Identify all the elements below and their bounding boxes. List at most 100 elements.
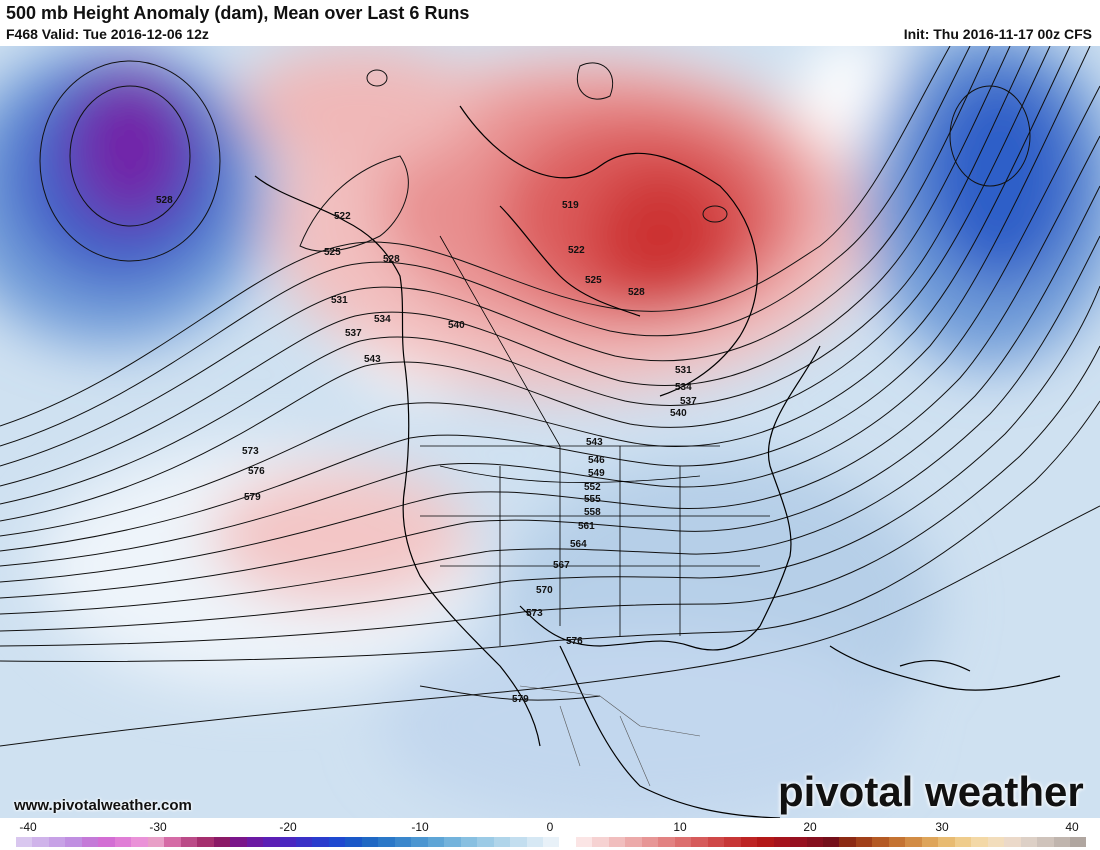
- contour-label: 522: [568, 245, 585, 256]
- contour-label: 564: [570, 539, 587, 550]
- contour-label: 573: [242, 446, 259, 457]
- contour-label: 561: [578, 521, 595, 532]
- colorbar-swatch: [905, 837, 922, 847]
- colorbar-swatch: [790, 837, 807, 847]
- contour-label: 531: [675, 365, 692, 376]
- colorbar-swatch: [65, 837, 82, 847]
- colorbar: -40 -30 -20 -10 0 10 20 30 40: [16, 819, 1087, 849]
- colorbar-tick: -20: [279, 820, 297, 834]
- colorbar-swatch: [658, 837, 675, 847]
- colorbar-swatch: [510, 837, 527, 847]
- contour-label: 567: [553, 560, 570, 571]
- map-title: 500 mb Height Anomaly (dam), Mean over L…: [6, 3, 470, 23]
- colorbar-swatch: [707, 837, 725, 847]
- colorbar-swatch: [1070, 837, 1087, 847]
- colorbar-swatch: [674, 837, 692, 847]
- colorbar-swatch: [625, 837, 642, 847]
- init-time: Init: Thu 2016-11-17 00z CFS: [903, 26, 1092, 42]
- colorbar-swatch: [1053, 837, 1070, 847]
- contour-label: 531: [331, 295, 348, 306]
- colorbar-swatch: [691, 837, 708, 847]
- colorbar-swatch: [164, 837, 181, 847]
- colorbar-swatch: [938, 837, 955, 847]
- colorbar-tick: 0: [546, 820, 554, 834]
- colorbar-swatch: [757, 837, 774, 847]
- political-borders: [420, 235, 770, 646]
- colorbar-swatch: [971, 837, 988, 847]
- contour-label: 528: [628, 287, 645, 298]
- contour-label: 558: [584, 507, 601, 518]
- colorbar-swatch: [921, 837, 939, 847]
- contour-label: 576: [248, 466, 265, 477]
- mexico-borders: [519, 685, 701, 787]
- colorbar-swatch: [592, 837, 609, 847]
- colorbar-tick: -40: [19, 820, 37, 834]
- contour-label: 528: [383, 254, 400, 265]
- colorbar-swatch: [378, 837, 395, 847]
- colorbar-tick: -30: [149, 820, 167, 834]
- colorbar-swatch: [954, 837, 972, 847]
- colorbar-swatch: [246, 837, 264, 847]
- contour-label: 537: [345, 328, 362, 339]
- header: 500 mb Height Anomaly (dam), Mean over L…: [0, 0, 1100, 46]
- contour-label: 552: [584, 482, 601, 493]
- anomaly-shading: [0, 46, 1100, 818]
- colorbar-swatch: [773, 837, 791, 847]
- contour-label: 522: [334, 211, 351, 222]
- contour-label: 525: [585, 275, 602, 286]
- contour-label: 543: [586, 437, 603, 448]
- colorbar-swatch: [543, 837, 560, 847]
- height-contours: [0, 46, 1100, 747]
- colorbar-swatch: [526, 837, 543, 847]
- contour-label: 570: [536, 585, 553, 596]
- colorbar-swatch: [427, 837, 445, 847]
- colorbar-swatch: [295, 837, 313, 847]
- colorbar-swatch: [131, 837, 148, 847]
- colorbar-swatch: [1004, 837, 1021, 847]
- contour-label: 528: [156, 195, 173, 206]
- contour-label: 537: [680, 396, 697, 407]
- contour-label: 573: [526, 608, 543, 619]
- colorbar-strip: [16, 837, 1087, 847]
- contour-label: 579: [512, 694, 529, 705]
- colorbar-swatch: [806, 837, 823, 847]
- colorbar-swatch: [444, 837, 461, 847]
- brand-logo: pivotal weather: [778, 768, 1084, 815]
- colorbar-swatch: [81, 837, 99, 847]
- contour-label: 555: [584, 494, 601, 505]
- colorbar-swatch: [559, 837, 576, 847]
- colorbar-swatch: [98, 837, 115, 847]
- colorbar-swatch: [32, 837, 49, 847]
- colorbar-swatch: [724, 837, 741, 847]
- colorbar-swatch: [328, 837, 346, 847]
- colorbar-swatch: [477, 837, 494, 847]
- colorbar-swatch: [460, 837, 478, 847]
- colorbar-swatch: [279, 837, 296, 847]
- colorbar-swatch: [312, 837, 329, 847]
- colorbar-swatch: [839, 837, 856, 847]
- colorbar-swatch: [411, 837, 428, 847]
- colorbar-swatch: [263, 837, 280, 847]
- colorbar-swatch: [608, 837, 626, 847]
- coastlines: [254, 105, 1061, 818]
- contour-label: 534: [675, 382, 692, 393]
- colorbar-swatch: [361, 837, 379, 847]
- colorbar-swatch: [987, 837, 1005, 847]
- anomaly-map: 528 522 525 528 531 534 537 543 540 519 …: [0, 46, 1100, 818]
- colorbar-swatch: [641, 837, 659, 847]
- colorbar-swatch: [147, 837, 165, 847]
- colorbar-swatch: [822, 837, 840, 847]
- colorbar-swatch: [345, 837, 362, 847]
- contour-labels: 528 522 525 528 531 534 537 543 540 519 …: [156, 195, 697, 705]
- colorbar-swatch: [1020, 837, 1038, 847]
- colorbar-swatch: [740, 837, 758, 847]
- colorbar-swatch: [493, 837, 511, 847]
- colorbar-swatch: [394, 837, 412, 847]
- colorbar-swatch: [114, 837, 132, 847]
- valid-time: F468 Valid: Tue 2016-12-06 12z: [6, 26, 209, 42]
- contour-label: 519: [562, 200, 579, 211]
- colorbar-swatch: [855, 837, 873, 847]
- colorbar-swatch: [230, 837, 247, 847]
- colorbar-swatch: [48, 837, 66, 847]
- colorbar-swatch: [197, 837, 214, 847]
